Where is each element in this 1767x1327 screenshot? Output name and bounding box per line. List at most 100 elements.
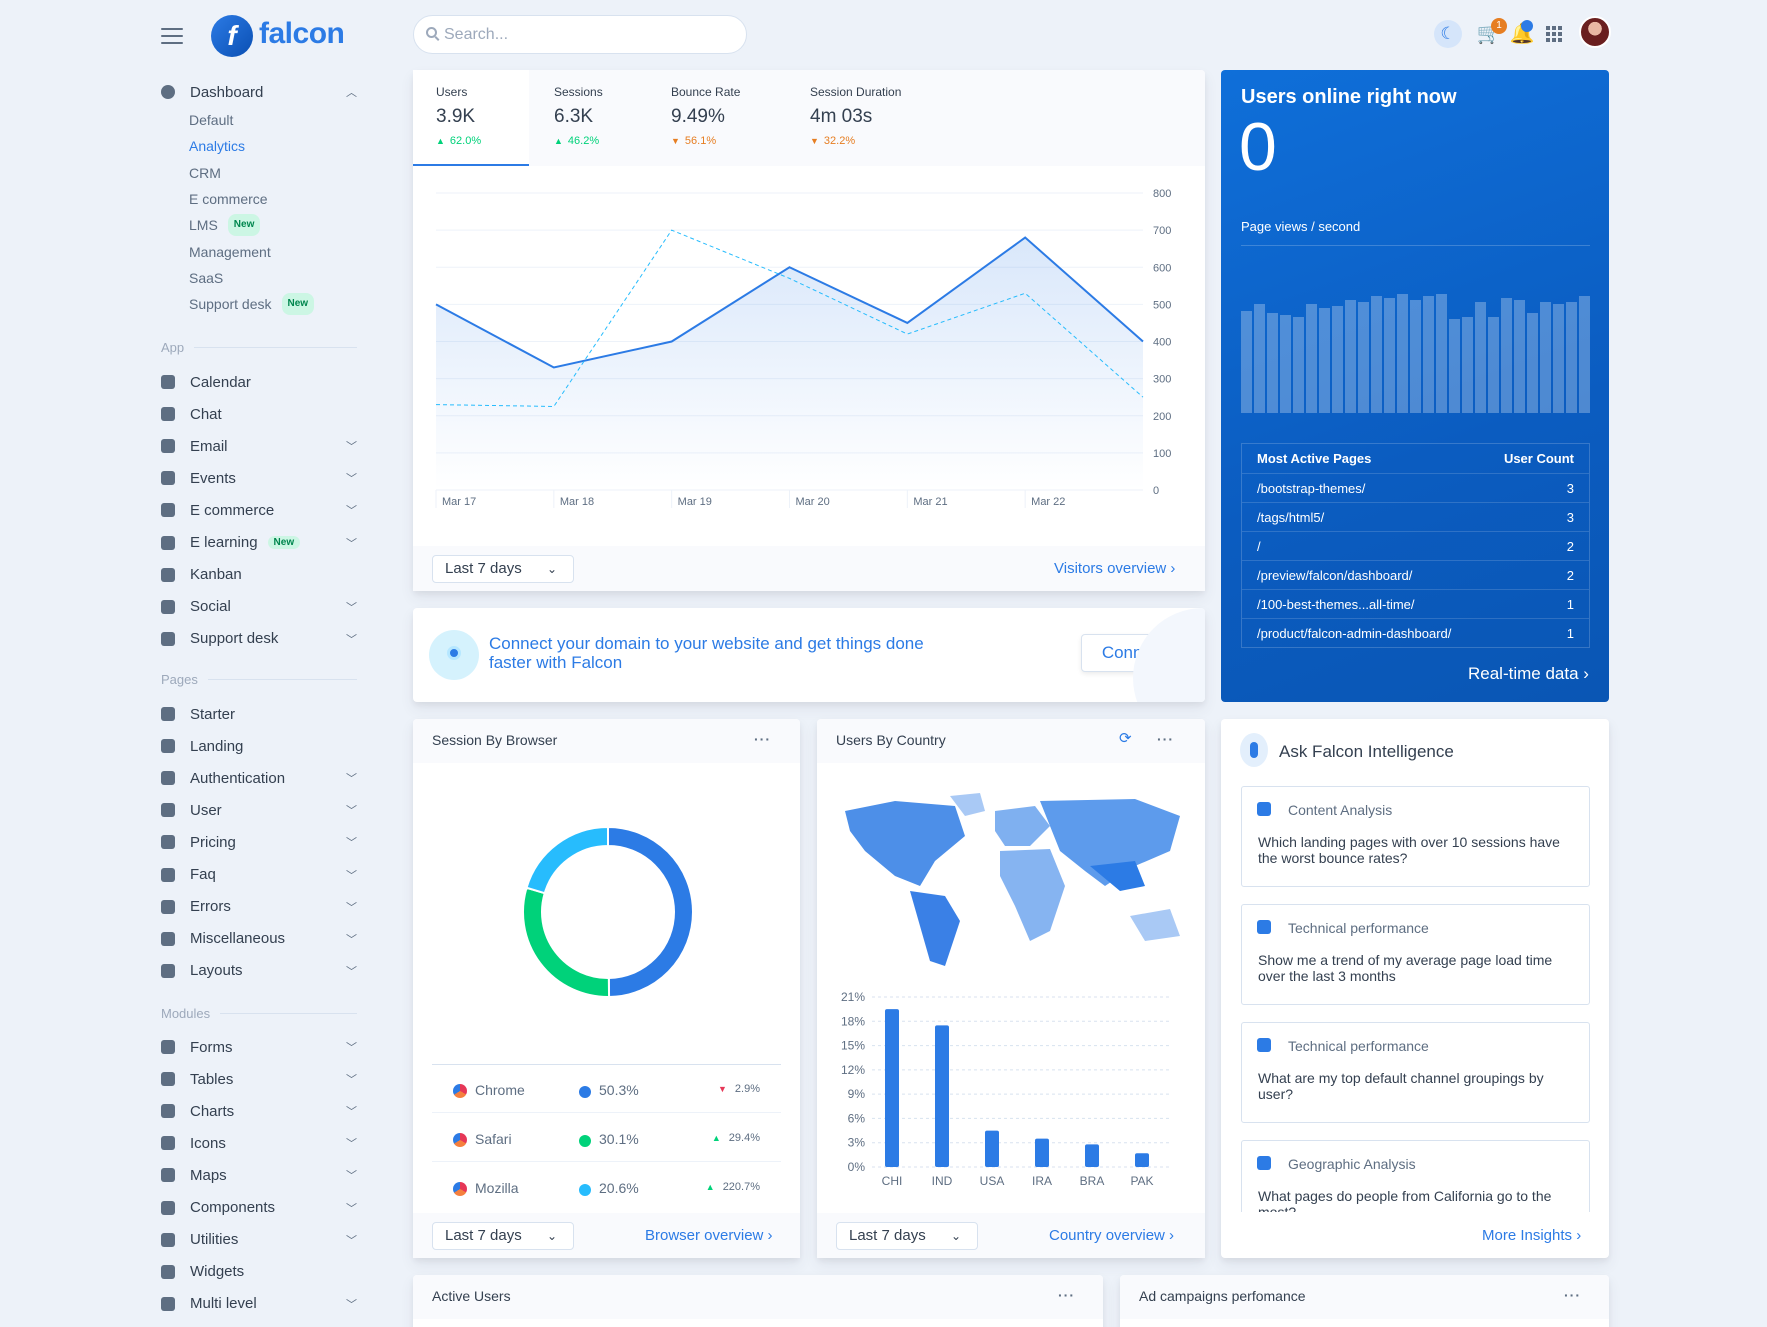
bar-bra (1085, 1144, 1099, 1167)
sidebar-item-pages-6[interactable]: Errors ﹀ (161, 894, 357, 920)
menu-toggle-icon[interactable] (161, 28, 183, 44)
row-divider (432, 1161, 781, 1162)
refresh-icon[interactable]: ⟳ (1119, 730, 1132, 747)
more-insights-link[interactable]: More Insights › (1482, 1227, 1582, 1244)
browser-overview-link[interactable]: Browser overview › (645, 1227, 773, 1244)
stat-tab[interactable] (531, 70, 647, 166)
page-views-bar (1267, 312, 1278, 413)
theme-toggle-moon-icon[interactable]: ☾ (1434, 20, 1462, 48)
sidebar-item-pages-4[interactable]: Pricing ﹀ (161, 829, 357, 855)
browser-range-select[interactable]: Last 7 days ⌄ (432, 1222, 574, 1250)
sidebar-subitem-3[interactable]: E commerce (189, 189, 268, 209)
sidebar-item-app-6[interactable]: Kanban (161, 562, 357, 588)
pie-chart-icon (161, 85, 175, 99)
sidebar-item-label: Components (190, 1199, 276, 1216)
sidebar-subitem-5[interactable]: Management (189, 242, 271, 262)
sidebar-item-app-8[interactable]: Support desk ﹀ (161, 626, 357, 652)
series-line-previous (435, 229, 1144, 407)
sidebar-item-icon (161, 803, 175, 818)
page-path: /preview/falcon/dashboard/ (1257, 567, 1413, 583)
apps-grid-icon[interactable] (1540, 20, 1568, 48)
sidebar-item-icon (161, 1200, 175, 1215)
table-row[interactable]: /preview/falcon/dashboard/2 (1242, 560, 1589, 589)
sidebar-subitem-4[interactable]: LMS New (189, 214, 261, 237)
sidebar-item-app-0[interactable]: Calendar (161, 369, 357, 395)
sidebar-item-icon (161, 567, 175, 582)
country-range-select[interactable]: Last 7 days ⌄ (836, 1222, 978, 1250)
more-options-icon[interactable]: ··· (1157, 731, 1174, 747)
sidebar-item-modules-4[interactable]: Maps ﹀ (161, 1162, 357, 1188)
visitors-overview-link[interactable]: Visitors overview › (1054, 560, 1176, 577)
chevron-down-icon: ﹀ (346, 773, 357, 786)
sidebar-item-pages-7[interactable]: Miscellaneous ﹀ (161, 926, 357, 952)
tab-users-active[interactable] (413, 70, 529, 166)
insight-question: What are my top default channel grouping… (1258, 1070, 1544, 1102)
table-row[interactable]: /tags/html5/3 (1242, 502, 1589, 531)
users-online-title: Users online right now (1241, 86, 1457, 108)
card-header (1120, 1275, 1609, 1319)
page-views-label: Page views / second (1241, 219, 1361, 234)
sidebar-subitem-0[interactable]: Default (189, 110, 233, 130)
table-row[interactable]: /100-best-themes...all-time/1 (1242, 589, 1589, 618)
stat-tab[interactable] (787, 70, 903, 166)
visitors-range-select[interactable]: Last 7 days ⌄ (432, 555, 574, 583)
sidebar-item-icon (161, 1104, 175, 1119)
stat-tab[interactable] (413, 70, 529, 166)
sidebar-item-modules-5[interactable]: Components ﹀ (161, 1195, 357, 1221)
sidebar-item-app-4[interactable]: E commerce ﹀ (161, 497, 357, 523)
insight-card[interactable]: Technical performance What are my top def… (1241, 1022, 1590, 1123)
sidebar-item-modules-6[interactable]: Utilities ﹀ (161, 1227, 357, 1253)
sidebar-item-modules-8[interactable]: Multi level ﹀ (161, 1291, 357, 1317)
sidebar-item-app-1[interactable]: Chat (161, 401, 357, 427)
chevron-down-icon: ﹀ (346, 537, 357, 550)
sidebar-item-pages-2[interactable]: Authentication ﹀ (161, 765, 357, 791)
stat-tab[interactable] (648, 70, 764, 166)
donut-slice-safari (522, 886, 611, 998)
more-options-icon[interactable]: ··· (754, 731, 771, 747)
sidebar-item-dashboard[interactable]: Dashboard ︿ (161, 79, 357, 105)
section-divider (207, 679, 357, 680)
table-row[interactable]: /2 (1242, 531, 1589, 560)
sidebar-item-app-3[interactable]: Events ﹀ (161, 465, 357, 491)
sidebar-item-modules-2[interactable]: Charts ﹀ (161, 1098, 357, 1124)
sidebar-item-modules-7[interactable]: Widgets (161, 1259, 357, 1285)
y-tick-label: 200 (1153, 411, 1171, 423)
sidebar-item-app-7[interactable]: Social ﹀ (161, 594, 357, 620)
browser-donut-chart (522, 825, 694, 999)
chevron-down-icon: ﹀ (346, 805, 357, 818)
real-time-data-link[interactable]: Real-time data › (1468, 664, 1589, 683)
card-title: Session By Browser (432, 732, 558, 748)
sidebar-item-pages-1[interactable]: Landing (161, 733, 357, 759)
insight-card[interactable]: Technical performance Show me a trend of … (1241, 904, 1590, 1005)
insight-card[interactable]: Content Analysis Which landing pages with… (1241, 786, 1590, 887)
sidebar-item-modules-0[interactable]: Forms ﹀ (161, 1034, 357, 1060)
more-options-icon[interactable]: ··· (1564, 1287, 1581, 1303)
sidebar-subitem-6[interactable]: SaaS (189, 268, 223, 288)
search-input[interactable]: Search... (413, 15, 747, 54)
insight-card[interactable]: Geographic Analysis What pages do people … (1241, 1140, 1590, 1212)
table-row[interactable]: /product/falcon-admin-dashboard/1 (1242, 618, 1589, 647)
sidebar-subitem-7[interactable]: Support desk New (189, 293, 315, 316)
sidebar-item-modules-3[interactable]: Icons ﹀ (161, 1130, 357, 1156)
divider (432, 1064, 781, 1065)
user-avatar[interactable] (1579, 16, 1611, 48)
legend-dot (579, 1135, 591, 1147)
sidebar-subitem-1[interactable]: Analytics (189, 136, 245, 156)
sidebar-item-label: Pricing (190, 833, 236, 851)
sidebar-item-app-5[interactable]: E learning New ﹀ (161, 530, 357, 556)
more-options-icon[interactable]: ··· (1058, 1287, 1075, 1303)
sidebar-item-label: Multi level (190, 1295, 257, 1313)
sidebar-subitem-2[interactable]: CRM (189, 163, 221, 183)
logo-text[interactable]: falcon (259, 17, 345, 50)
country-overview-link[interactable]: Country overview › (1049, 1227, 1175, 1244)
page-path: /product/falcon-admin-dashboard/ (1257, 625, 1452, 641)
sidebar-item-pages-3[interactable]: User ﹀ (161, 797, 357, 823)
sidebar-item-pages-0[interactable]: Starter (161, 701, 357, 727)
sidebar-item-modules-1[interactable]: Tables ﹀ (161, 1066, 357, 1092)
y-tick-label: 500 (1153, 299, 1171, 311)
sidebar-item-pages-5[interactable]: Faq ﹀ (161, 862, 357, 888)
sidebar-item-app-2[interactable]: Email ﹀ (161, 433, 357, 459)
sidebar-subitem-label: Analytics (189, 138, 246, 155)
table-row[interactable]: /bootstrap-themes/3 (1242, 473, 1589, 502)
sidebar-item-pages-8[interactable]: Layouts ﹀ (161, 958, 357, 984)
